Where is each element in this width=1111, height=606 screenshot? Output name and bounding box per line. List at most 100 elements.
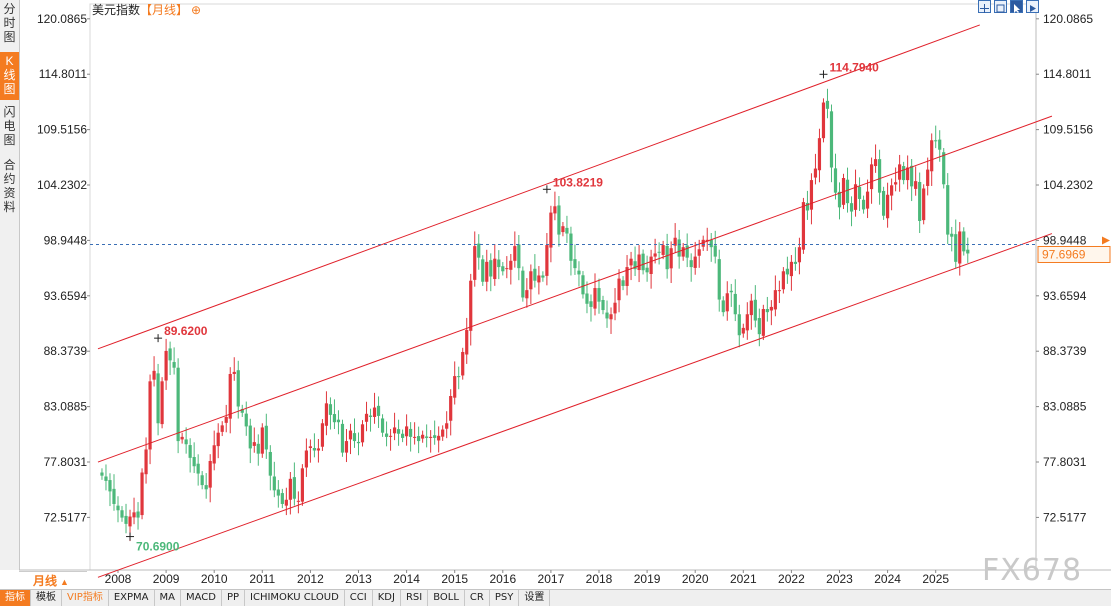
candle-body [541,275,545,278]
candle-body [946,185,950,235]
candle-body [749,300,753,316]
indicator-tab-12[interactable]: CR [465,590,490,606]
y-tick-label-right: 93.6594 [1043,289,1087,303]
channel-line [97,24,980,350]
indicator-tab-0[interactable]: 指标 [0,590,31,606]
indicator-tab-5[interactable]: MACD [181,590,222,606]
candle-body [725,293,729,312]
candle-body [589,301,593,307]
indicator-tab-9[interactable]: KDJ [373,590,401,606]
y-tick-label-right: 98.9448 [1043,233,1087,247]
candle-body [469,280,473,331]
candle-body [276,489,280,496]
candle-body [781,271,785,290]
plot-area [89,3,1037,571]
x-tick-label: 2008 [105,572,132,586]
candle-body [914,181,918,189]
candle-body [569,233,573,261]
candle-body [585,293,589,304]
candle-body [164,350,168,381]
price-chart[interactable]: 120.0865 120.0865 114.8011 114.8011 109.5156… [0,0,1111,590]
candle-body [300,468,304,502]
candle-body [344,441,349,453]
candle-body [934,140,938,142]
indicator-tab-1[interactable]: 模板 [31,590,62,606]
candle-body [477,243,481,258]
channel-line [97,115,1053,463]
candle-body [789,261,793,277]
play-icon[interactable] [1026,0,1039,13]
indicator-tab-11[interactable]: BOLL [428,590,465,606]
add-indicator-icon[interactable]: ⊕ [191,3,202,17]
candle-body [296,500,300,502]
indicator-tab-7[interactable]: ICHIMOKU CLOUD [245,590,345,606]
y-tick-label-left: 88.3739 [44,344,88,358]
candle-body [926,169,930,186]
current-price-label: 97.6969 [1042,247,1086,261]
indicator-tab-10[interactable]: RSI [401,590,429,606]
candle-body [268,451,272,476]
candle-body [425,436,429,438]
x-tick-label: 2011 [249,572,275,586]
tab-flash-chart[interactable]: 闪电图 [3,105,16,147]
candle-body [188,445,192,458]
x-tick-label: 2014 [393,572,420,586]
candle-body [360,424,365,443]
candle-body [312,447,317,451]
tab-candlestick[interactable]: K线图 [0,52,19,100]
candle-body [413,436,417,438]
tab-time-sharing[interactable]: 分时图 [3,2,16,44]
candle-body [453,376,457,398]
zoom-fit-icon[interactable] [994,0,1007,13]
candle-body [733,293,737,315]
indicator-tab-13[interactable]: PSY [490,590,520,606]
candle-body [364,413,369,422]
indicator-tab-3[interactable]: EXPMA [109,590,155,606]
candle-body [513,246,517,261]
current-price-marker-icon [1102,236,1110,245]
x-tick-label: 2022 [778,572,805,586]
period-select[interactable]: 月线 ▲ [19,571,87,589]
candle-body [729,290,733,293]
candle-body [168,348,172,361]
candle-body [821,102,826,139]
candle-body [757,318,761,335]
candle-body [352,433,357,442]
chart-title: 美元指数【月线】 ⊕ [92,2,201,18]
candle-body [156,373,160,424]
indicator-tab-4[interactable]: MA [155,590,181,606]
candle-body [348,430,353,440]
crosshair-icon[interactable] [978,0,991,13]
y-tick-label-right: 83.0885 [1043,400,1087,414]
candle-body [853,184,858,210]
candle-body [829,111,834,168]
candle-body [657,251,661,253]
annotation-label: 103.8219 [553,175,603,189]
indicator-tab-6[interactable]: PP [222,590,246,606]
indicator-tab-14[interactable]: 设置 [519,590,551,606]
indicator-tab-8[interactable]: CCI [345,590,373,606]
candle-body [898,164,902,180]
candle-body [665,245,669,270]
candle-body [509,260,513,270]
candle-body [473,246,477,280]
candle-body [861,199,866,210]
candle-body [677,239,681,257]
candle-body [625,267,629,286]
candle-body [144,449,148,475]
candle-body [669,248,673,269]
candle-body [441,429,445,437]
candle-body [140,472,144,516]
candle-body [304,450,308,468]
indicator-bar: 指标 模板 VIP指标 EXPMA MA MACD PP ICHIMOKU CLOUD CCI K… [0,589,1111,606]
annotation-label: 89.6200 [164,324,208,338]
candle-body [368,415,373,417]
x-tick-label: 2009 [153,572,180,586]
y-tick-label-left: 109.5156 [37,123,87,137]
candle-body [721,300,725,313]
tab-contract-info[interactable]: 合约资料 [3,158,16,214]
candle-body [817,138,822,171]
indicator-tab-2[interactable]: VIP指标 [62,590,109,606]
cursor-icon[interactable] [1010,0,1023,13]
candle-body [681,247,685,257]
